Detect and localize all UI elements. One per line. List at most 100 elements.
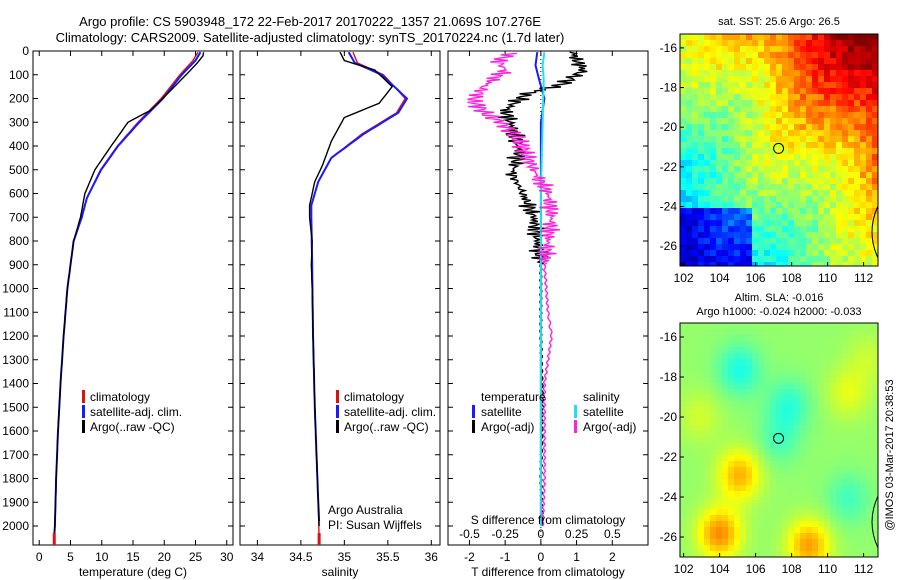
map-cell xyxy=(752,58,759,65)
map-cell xyxy=(866,335,873,342)
map-cell xyxy=(860,130,867,137)
map-cell xyxy=(842,395,849,402)
map-cell xyxy=(842,88,849,95)
map-cell xyxy=(818,112,825,119)
map-cell xyxy=(764,539,771,546)
map-cell xyxy=(830,503,837,510)
map-cell xyxy=(746,166,753,173)
map-cell xyxy=(680,407,687,414)
map-cell xyxy=(794,323,801,330)
map-cell xyxy=(842,353,849,360)
map-cell xyxy=(692,515,699,522)
map-cell xyxy=(728,136,735,143)
map-cell xyxy=(698,485,705,492)
map-cell xyxy=(818,461,825,468)
map-cell xyxy=(728,413,735,420)
map-cell xyxy=(710,485,717,492)
map-cell xyxy=(824,323,831,330)
map-cell xyxy=(776,473,783,480)
map-cell xyxy=(758,166,765,173)
map-cell xyxy=(866,148,873,155)
map-cell xyxy=(812,64,819,71)
map-cell xyxy=(746,539,753,546)
map-cell xyxy=(746,178,753,185)
map-cell xyxy=(728,250,735,257)
map-cell xyxy=(860,449,867,456)
map-cell xyxy=(806,244,813,251)
map-cell xyxy=(746,353,753,360)
map-cell xyxy=(848,347,855,354)
map-cell xyxy=(854,497,861,504)
map-cell xyxy=(794,82,801,89)
map-cell xyxy=(734,112,741,119)
map-cell xyxy=(800,437,807,444)
map-cell xyxy=(788,136,795,143)
map-cell xyxy=(788,419,795,426)
map-cell xyxy=(836,533,843,540)
map-cell xyxy=(782,515,789,522)
map-cell xyxy=(746,136,753,143)
map-cell xyxy=(794,365,801,372)
map-cell xyxy=(740,341,747,348)
map-cell xyxy=(680,244,687,251)
map-cell xyxy=(698,82,705,89)
map-cell xyxy=(734,220,741,227)
map-cell xyxy=(764,431,771,438)
map-cell xyxy=(788,178,795,185)
map-cell xyxy=(818,76,825,83)
map-cell xyxy=(794,124,801,131)
map-cell xyxy=(704,172,711,179)
map-cell xyxy=(800,262,807,266)
map-cell xyxy=(698,401,705,408)
map-cell xyxy=(830,262,837,266)
map-cell xyxy=(866,208,873,215)
map-cell xyxy=(848,40,855,47)
map-cell xyxy=(818,521,825,528)
map-cell xyxy=(788,395,795,402)
map-cell xyxy=(776,214,783,221)
salinity-xlabel: salinity xyxy=(322,565,359,579)
map-cell xyxy=(746,551,753,557)
map-cell xyxy=(764,154,771,161)
map-cell xyxy=(692,100,699,107)
map-cell xyxy=(722,377,729,384)
map-cell xyxy=(734,395,741,402)
map-cell xyxy=(860,365,867,372)
map-cell xyxy=(860,329,867,336)
map-cell xyxy=(848,527,855,534)
map-cell xyxy=(842,166,849,173)
map-cell xyxy=(758,202,765,209)
map-cell xyxy=(680,64,687,71)
map-cell xyxy=(686,190,693,197)
map-cell xyxy=(734,160,741,167)
map-cell xyxy=(854,401,861,408)
map-cell xyxy=(746,40,753,47)
map-cell xyxy=(704,359,711,366)
map-cell xyxy=(716,419,723,426)
map-cell xyxy=(710,148,717,155)
map-cell xyxy=(782,497,789,504)
map-cell xyxy=(854,341,861,348)
map-cell xyxy=(800,467,807,474)
map-cell xyxy=(836,461,843,468)
map-cell xyxy=(716,455,723,462)
map-cell xyxy=(776,220,783,227)
map-cell xyxy=(842,389,849,396)
map-cell xyxy=(686,431,693,438)
map-cell xyxy=(746,407,753,414)
map-cell xyxy=(710,377,717,384)
map-cell xyxy=(860,124,867,131)
map-cell xyxy=(728,118,735,125)
map-cell xyxy=(818,383,825,390)
map-cell xyxy=(770,190,777,197)
map-cell xyxy=(860,106,867,113)
map-cell xyxy=(698,383,705,390)
map-cell xyxy=(800,82,807,89)
map-cell xyxy=(800,136,807,143)
map-cell xyxy=(704,94,711,101)
map-cell xyxy=(794,70,801,77)
map-cell xyxy=(680,497,687,504)
map-cell xyxy=(776,148,783,155)
legend-label-argo: Argo(-adj) xyxy=(583,420,636,434)
map-cell xyxy=(812,467,819,474)
